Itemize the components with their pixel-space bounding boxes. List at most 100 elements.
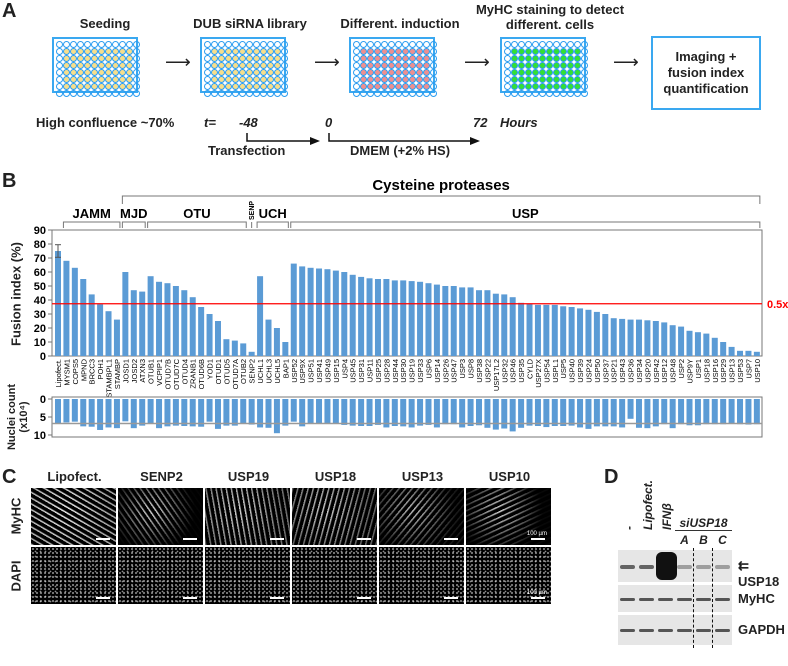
well bbox=[532, 55, 539, 62]
well bbox=[395, 41, 402, 48]
well bbox=[395, 55, 402, 62]
nuclei-bar-BAP1 bbox=[282, 399, 289, 426]
well bbox=[360, 55, 367, 62]
well bbox=[77, 62, 84, 69]
well bbox=[353, 90, 360, 97]
well bbox=[546, 41, 553, 48]
well bbox=[581, 41, 588, 48]
category-label: USP44 bbox=[391, 359, 400, 383]
panel-c-label: C bbox=[2, 466, 17, 488]
protein-band bbox=[639, 597, 654, 601]
protein-band bbox=[696, 629, 711, 632]
well bbox=[553, 48, 560, 55]
well bbox=[511, 48, 518, 55]
bar-OTUD6B bbox=[198, 307, 205, 356]
well bbox=[218, 76, 225, 83]
well bbox=[402, 83, 409, 90]
bar-USP10 bbox=[753, 351, 760, 356]
well bbox=[246, 76, 253, 83]
bar-USP22 bbox=[484, 290, 491, 356]
nuclei-bar-USP50 bbox=[593, 399, 600, 427]
imaging-quantification-box: Imaging + fusion index quantification bbox=[651, 36, 761, 110]
category-label: SENP2 bbox=[248, 359, 257, 384]
well bbox=[381, 48, 388, 55]
nuclei-bar-OTUD5 bbox=[223, 399, 230, 426]
well bbox=[239, 62, 246, 69]
well bbox=[388, 55, 395, 62]
well bbox=[281, 62, 288, 69]
superfamily-label: Cysteine proteases bbox=[372, 177, 510, 194]
well bbox=[409, 41, 416, 48]
well bbox=[395, 76, 402, 83]
protein-band bbox=[656, 552, 677, 580]
well bbox=[546, 62, 553, 69]
well bbox=[274, 48, 281, 55]
well bbox=[581, 69, 588, 76]
well bbox=[423, 41, 430, 48]
well bbox=[511, 62, 518, 69]
well bbox=[409, 62, 416, 69]
well bbox=[267, 83, 274, 90]
well bbox=[581, 55, 588, 62]
well bbox=[98, 62, 105, 69]
well bbox=[63, 76, 70, 83]
nuclei-bar-USP5 bbox=[560, 399, 567, 426]
well bbox=[518, 41, 525, 48]
nuclei-bar-USP6 bbox=[425, 399, 432, 425]
category-label: USP19 bbox=[408, 359, 417, 383]
nuclei-bar-USP20 bbox=[644, 399, 651, 429]
well bbox=[274, 41, 281, 48]
well bbox=[84, 48, 91, 55]
nuclei-bar-MPND bbox=[80, 399, 87, 427]
well bbox=[98, 69, 105, 76]
well bbox=[91, 83, 98, 90]
well bbox=[388, 83, 395, 90]
category-label: USP3 bbox=[458, 359, 467, 379]
nuclei-bar-Lipofect. bbox=[55, 399, 61, 424]
well bbox=[267, 48, 274, 55]
well bbox=[119, 90, 126, 97]
blot-label: GAPDH bbox=[738, 622, 785, 637]
well bbox=[56, 90, 63, 97]
well bbox=[353, 69, 360, 76]
bar-MPND bbox=[80, 279, 87, 356]
well bbox=[98, 48, 105, 55]
nuclei-bar-USP51 bbox=[307, 399, 314, 424]
well bbox=[211, 83, 218, 90]
well bbox=[504, 83, 511, 90]
bar-USP7 bbox=[745, 350, 752, 356]
category-label: OTUD7A bbox=[231, 359, 240, 389]
well bbox=[546, 90, 553, 97]
timeline-unit: Hours bbox=[500, 115, 538, 130]
well-plate-library bbox=[200, 37, 288, 97]
category-label: USP27X bbox=[534, 359, 543, 388]
well bbox=[267, 41, 274, 48]
well bbox=[56, 55, 63, 62]
well bbox=[112, 55, 119, 62]
nuclei-bar-USP52 bbox=[290, 399, 297, 422]
bar-USP50 bbox=[593, 311, 600, 356]
well bbox=[253, 90, 260, 97]
well bbox=[553, 62, 560, 69]
well bbox=[91, 69, 98, 76]
bar-USP28 bbox=[383, 279, 390, 356]
well bbox=[581, 48, 588, 55]
well bbox=[560, 90, 567, 97]
bar-USP19 bbox=[408, 281, 415, 356]
well bbox=[525, 55, 532, 62]
well bbox=[388, 48, 395, 55]
nuclei-bar-USP31 bbox=[358, 399, 365, 426]
bar-OTUB1 bbox=[147, 276, 154, 356]
well bbox=[367, 90, 374, 97]
bar-USP14 bbox=[433, 284, 440, 356]
well bbox=[539, 41, 546, 48]
bar-OTUD4 bbox=[181, 290, 188, 356]
well bbox=[218, 69, 225, 76]
category-label: JOSD1 bbox=[121, 359, 130, 383]
well bbox=[63, 41, 70, 48]
category-label: USP4 bbox=[340, 359, 349, 379]
bar-USP32 bbox=[501, 294, 508, 356]
well bbox=[204, 55, 211, 62]
well bbox=[126, 55, 133, 62]
nuclei-bar-USP21 bbox=[610, 399, 617, 427]
